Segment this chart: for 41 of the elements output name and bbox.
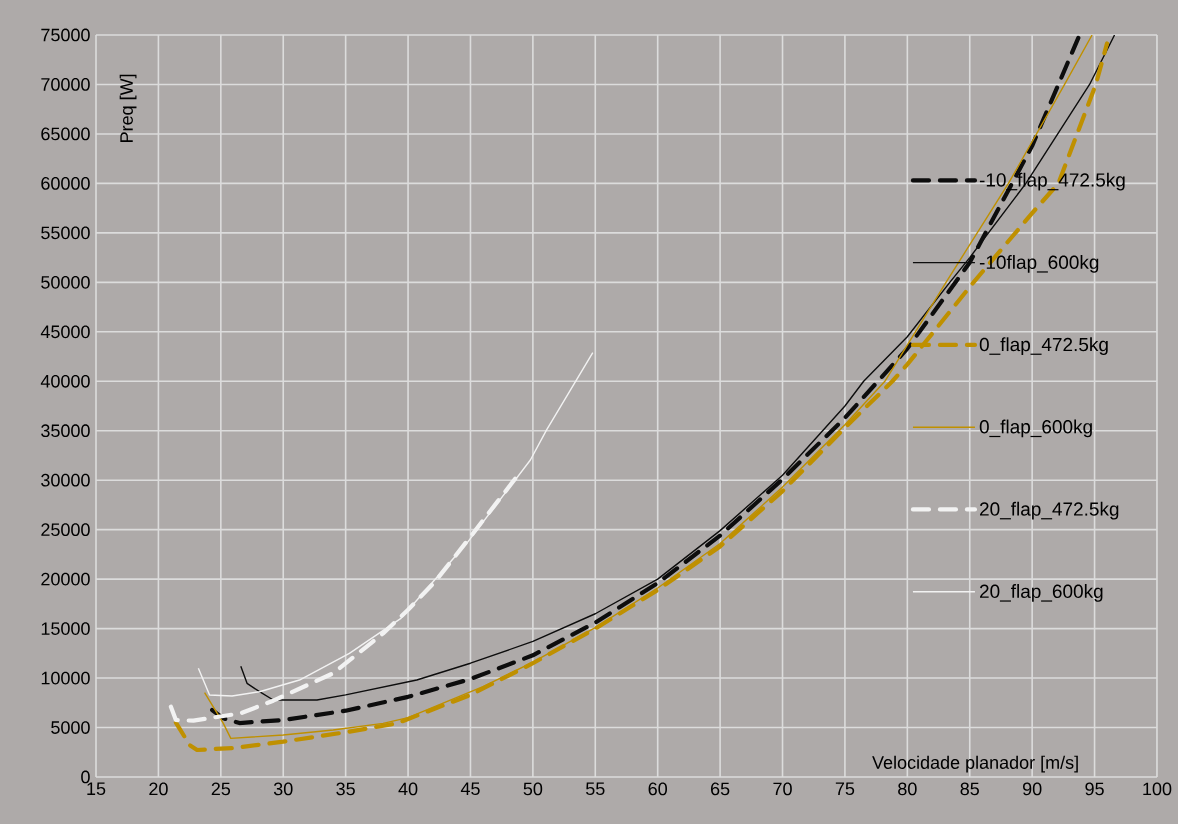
x-tick-label: 30 — [273, 782, 293, 796]
y-tick-label: 75000 — [41, 28, 90, 42]
x-tick-label: 25 — [211, 782, 231, 796]
y-tick-label: 70000 — [41, 78, 90, 91]
legend-label: 0_flap_472.5kg — [979, 337, 1108, 355]
x-tick-label: 55 — [586, 782, 605, 796]
x-tick-label: 80 — [898, 782, 917, 796]
y-tick-label: 5000 — [51, 721, 90, 734]
y-axis-title: Preq [W] — [119, 74, 137, 142]
x-tick-label: 100 — [1143, 782, 1172, 796]
y-tick-label: 65000 — [41, 127, 90, 141]
y-tick-label: 45000 — [40, 325, 90, 339]
x-tick-label: 75 — [835, 782, 855, 796]
y-tick-label: 50000 — [41, 275, 90, 289]
y-tick-label: 20000 — [41, 572, 90, 586]
legend-label: -10flap_600kg — [979, 255, 1099, 273]
x-tick-label: 85 — [960, 782, 979, 796]
y-tick-label: 30000 — [41, 473, 90, 487]
y-tick-label: 40000 — [40, 374, 90, 388]
legend-label: 20_flap_600kg — [980, 584, 1103, 602]
x-tick-label: 95 — [1085, 782, 1104, 796]
x-axis-title: Velocidade planador [m/s] — [872, 755, 1078, 773]
x-tick-label: 20 — [149, 782, 168, 796]
x-tick-label: 90 — [1022, 782, 1042, 796]
x-tick-label: 40 — [398, 782, 418, 796]
x-tick-label: 60 — [648, 782, 668, 796]
x-tick-label: 45 — [460, 782, 480, 796]
x-tick-label: 65 — [711, 782, 730, 796]
y-tick-label: 15000 — [41, 622, 90, 635]
y-tick-label: 25000 — [41, 523, 90, 537]
legend-label: 0_flap_600kg — [979, 419, 1092, 438]
x-tick-label: 70 — [773, 782, 792, 796]
x-tick-label: 15 — [87, 782, 106, 796]
y-tick-label: 60000 — [41, 177, 90, 190]
y-tick-label: 10000 — [41, 671, 90, 685]
y-tick-label: 0 — [81, 770, 90, 784]
x-tick-label: 35 — [336, 782, 355, 796]
y-tick-label: 55000 — [41, 226, 90, 240]
y-tick-label: 35000 — [41, 424, 90, 438]
x-tick-label: 50 — [523, 782, 543, 796]
legend-label: 20_flap_472.5kg — [980, 501, 1119, 520]
